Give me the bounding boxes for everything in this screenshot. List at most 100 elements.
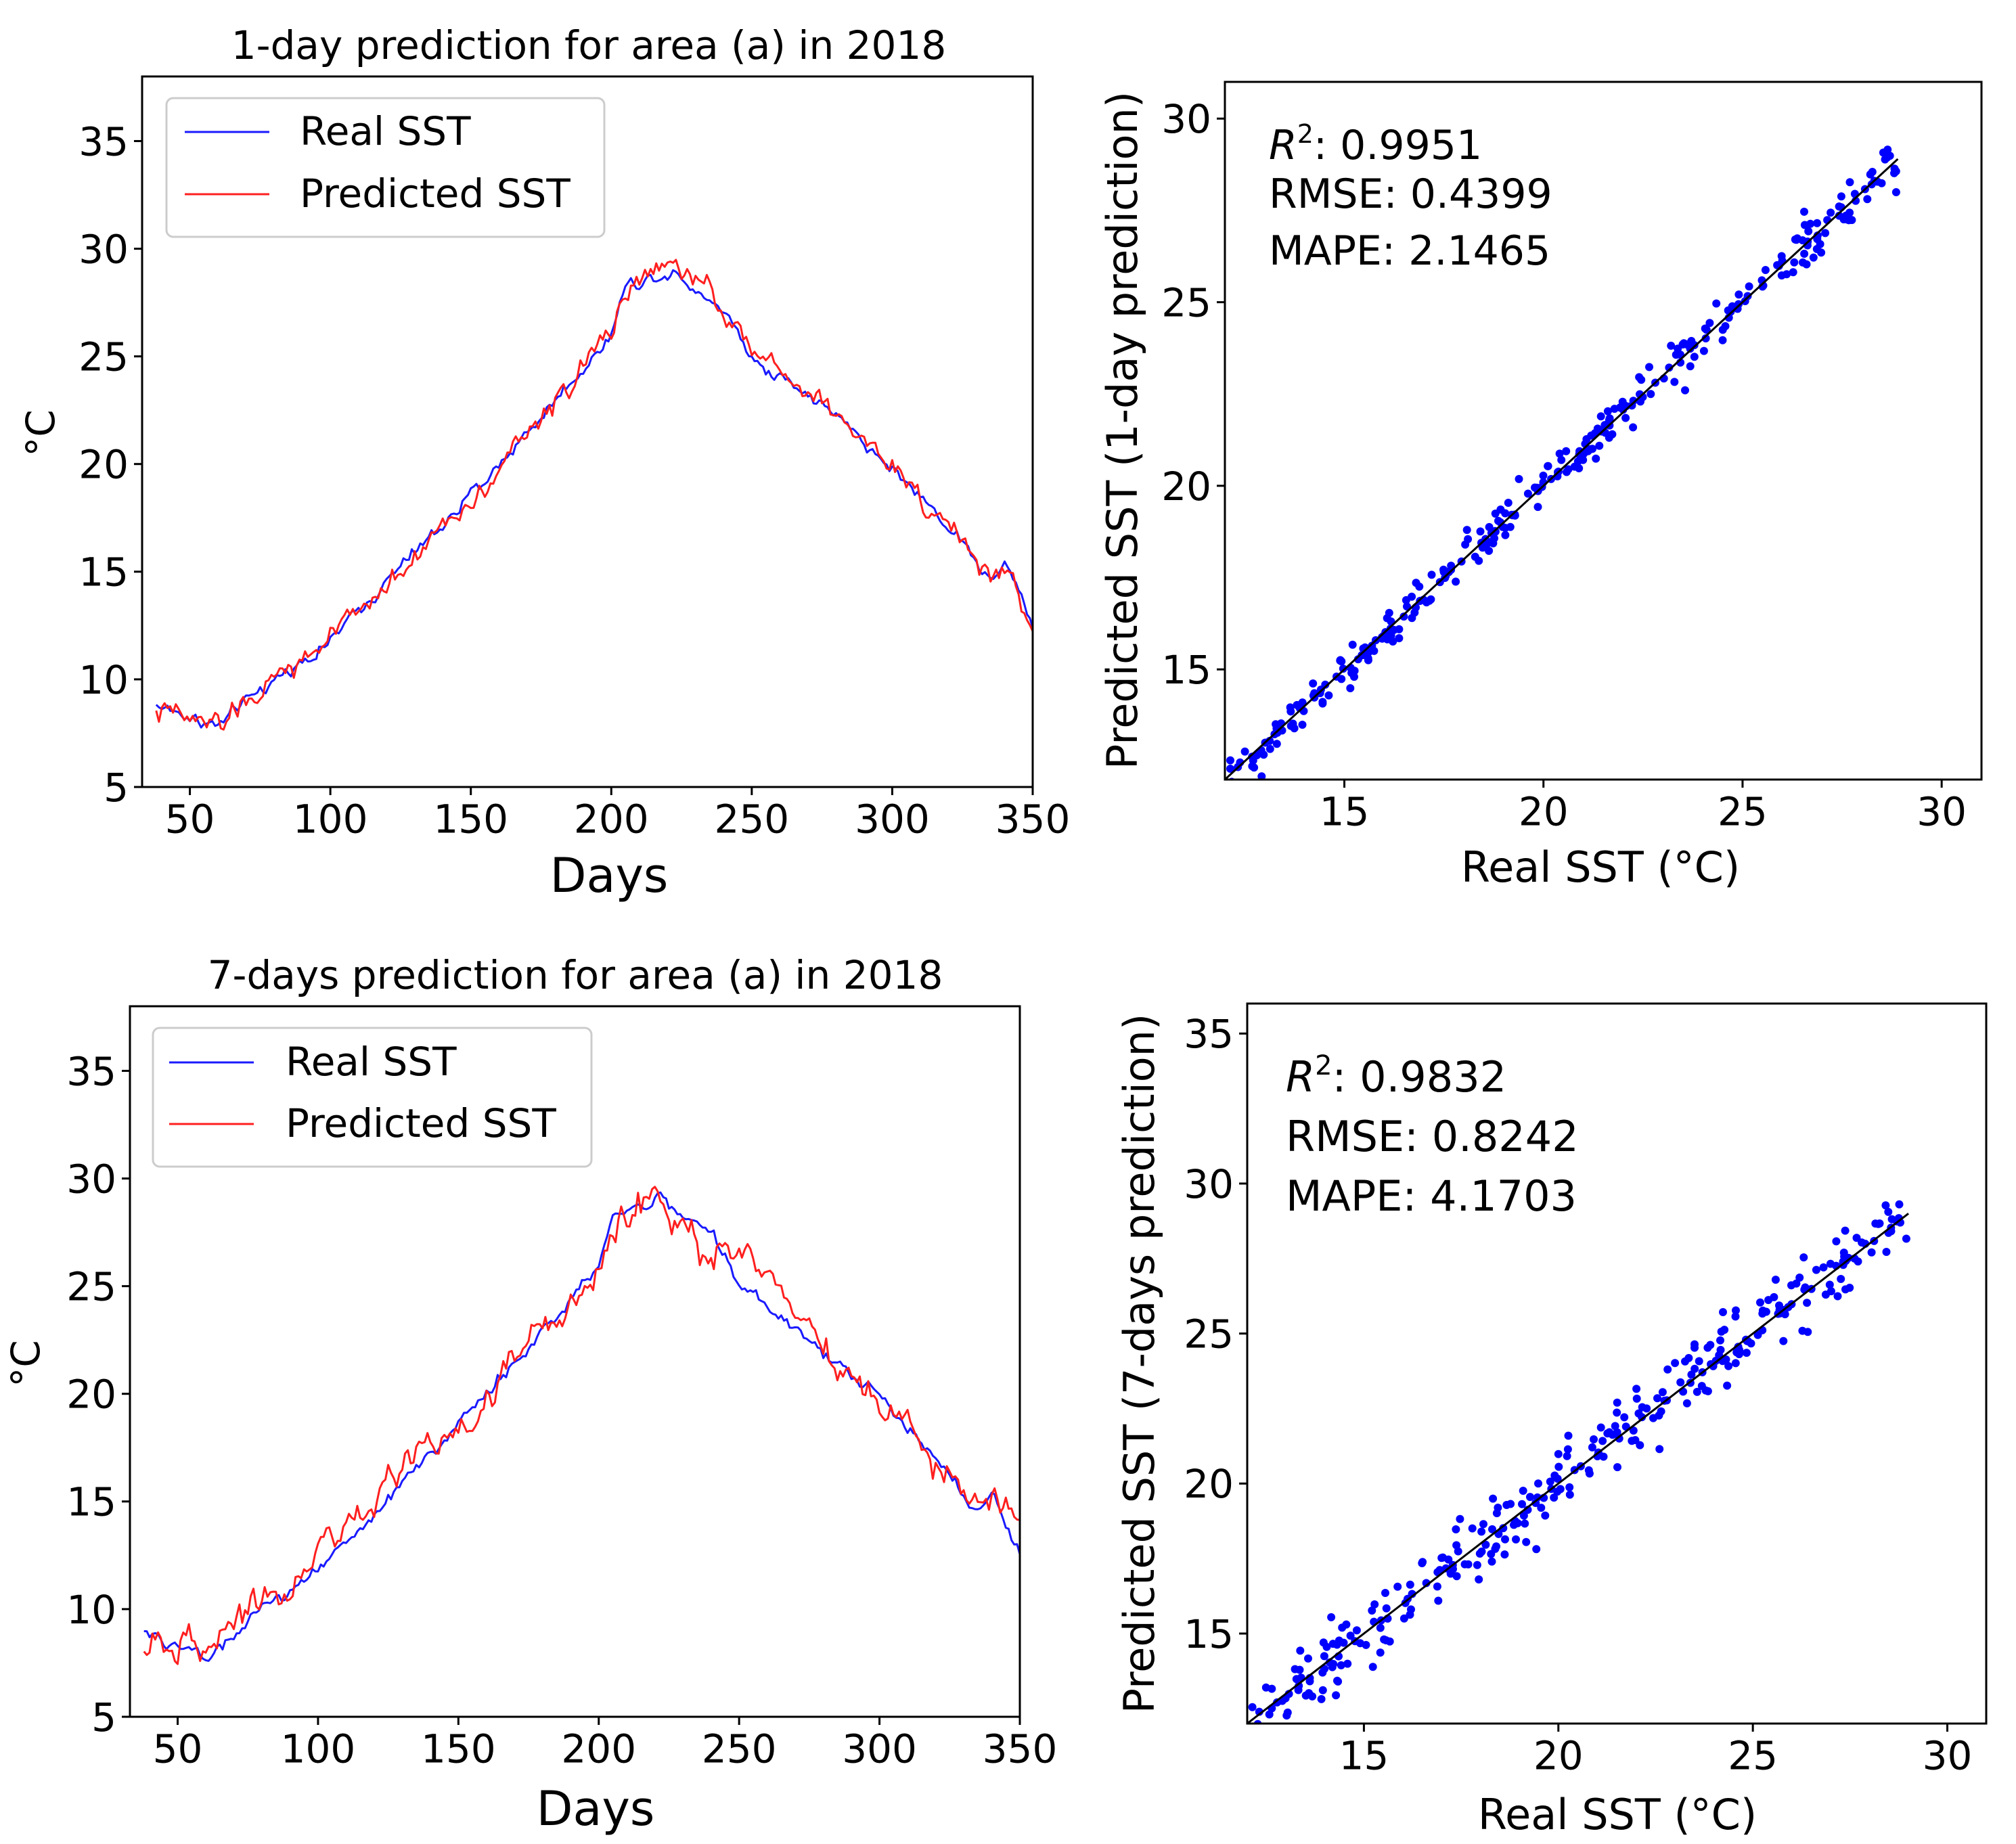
- scatter-point: [1550, 1471, 1559, 1480]
- scatter-point: [1346, 1632, 1355, 1640]
- y-tick-label: 5: [91, 1694, 116, 1740]
- y-tick-label: 25: [1161, 279, 1211, 325]
- scatter-point: [1309, 679, 1318, 688]
- x-tick-label: 250: [702, 1726, 777, 1772]
- y-tick-label: 20: [66, 1372, 116, 1418]
- scatter-point: [1697, 1382, 1706, 1391]
- scatter-point: [1674, 344, 1682, 353]
- scatter-point: [1283, 1730, 1291, 1738]
- scatter-point: [1620, 1413, 1629, 1422]
- y-tick-label: 25: [79, 334, 129, 380]
- scatter-point: [1308, 1692, 1317, 1701]
- scatter-point: [1658, 1388, 1667, 1397]
- scatter-point: [1837, 1275, 1845, 1283]
- scatter-point: [1399, 1614, 1408, 1623]
- scatter-point: [1613, 1398, 1621, 1407]
- scatter-point: [1728, 302, 1737, 311]
- real-sst-line: [143, 1191, 1020, 1662]
- scatter-point: [1512, 1535, 1520, 1544]
- scatter-point: [1236, 782, 1244, 790]
- scatter-point: [1339, 665, 1347, 673]
- scatter-point: [1554, 1462, 1563, 1471]
- scatter-point: [1611, 1422, 1619, 1431]
- scatter-point: [1598, 1437, 1607, 1445]
- scatter-point: [1506, 522, 1515, 531]
- scatter-point: [1682, 1399, 1691, 1408]
- scatter-point: [1322, 1642, 1331, 1651]
- scatter-point: [1671, 1359, 1680, 1368]
- scatter-point: [1338, 1623, 1347, 1632]
- scatter-point: [1418, 1558, 1427, 1567]
- scatter-point: [1415, 582, 1424, 591]
- y-tick-label: 35: [79, 118, 129, 164]
- scatter-point: [1645, 363, 1653, 372]
- scatter-point: [1441, 1564, 1450, 1573]
- scatter-point: [1464, 535, 1473, 543]
- scatter-point: [1295, 1665, 1304, 1674]
- scatter-point: [1346, 684, 1355, 692]
- scatter-point: [1487, 1557, 1496, 1566]
- scatter-point: [1452, 577, 1460, 586]
- scatter-point: [1789, 268, 1797, 277]
- scatter-point: [1863, 195, 1872, 204]
- y-tick-label: 30: [1161, 96, 1211, 142]
- scatter-point: [1563, 1452, 1571, 1460]
- scatter-point: [1798, 1326, 1807, 1335]
- x-tick-label: 350: [983, 1726, 1058, 1772]
- scatter-point: [1534, 1479, 1542, 1488]
- scatter-point: [1399, 612, 1408, 621]
- x-tick-label: 300: [855, 796, 930, 842]
- scatter-point: [1544, 462, 1552, 470]
- scatter-point: [1693, 1387, 1701, 1396]
- scatter-point: [1632, 1394, 1641, 1403]
- scatter-point: [1699, 346, 1708, 355]
- scatter-point: [1555, 449, 1564, 458]
- scatter-point: [1701, 324, 1709, 333]
- scatter-point: [1845, 178, 1854, 187]
- x-tick-label: 300: [842, 1726, 917, 1772]
- scatter-point: [1608, 430, 1617, 438]
- scatter-point: [1500, 1550, 1509, 1559]
- scatter-point: [1519, 1487, 1527, 1495]
- scatter-point: [1249, 1725, 1257, 1733]
- y-tick-label: 15: [79, 549, 129, 595]
- scatter-point: [1537, 1504, 1546, 1512]
- scatter-point: [1376, 1623, 1385, 1632]
- predicted-sst-line: [155, 258, 1033, 731]
- scatter-point: [1790, 258, 1799, 267]
- scatter-point: [1891, 188, 1900, 196]
- scatter-point: [1565, 1483, 1574, 1491]
- scatter-point: [1565, 1490, 1574, 1499]
- scatter-point: [1332, 1691, 1341, 1700]
- scatter-point: [1636, 1441, 1644, 1449]
- scatter-point: [1539, 471, 1548, 480]
- scatter-point: [1337, 657, 1346, 666]
- scatter-point: [1681, 1357, 1689, 1366]
- scatter-point: [1492, 1542, 1500, 1551]
- scatter-point: [1667, 341, 1676, 350]
- metrics-annotation: R2: 0.9951 RMSE: 0.4399 MAPE: 2.1465: [1269, 119, 1552, 275]
- scatter-point: [1476, 527, 1485, 536]
- scatter-point: [1393, 1582, 1402, 1591]
- scatter-point: [1454, 1547, 1462, 1556]
- x-tick-label: 25: [1718, 789, 1768, 835]
- scatter-point: [1522, 1537, 1531, 1546]
- x-tick-label: 250: [714, 796, 789, 842]
- scatter-point: [1672, 351, 1680, 359]
- scatter-point: [1877, 179, 1886, 187]
- scatter-point: [1825, 1280, 1834, 1289]
- plot-frame: [1224, 81, 1983, 781]
- mape-annotation: MAPE: 4.1703: [1286, 1171, 1577, 1221]
- fit-line: [1247, 1213, 1909, 1724]
- scatter-point: [1813, 235, 1822, 244]
- scatter-point: [1579, 455, 1588, 464]
- scatter-point: [1791, 235, 1799, 244]
- scatter-point: [1382, 1604, 1391, 1613]
- scatter-point: [1533, 503, 1542, 512]
- scatter-point: [1629, 423, 1638, 432]
- scatter-point: [1588, 1443, 1596, 1452]
- rmse-annotation: RMSE: 0.8242: [1286, 1112, 1579, 1161]
- scatter-point: [1563, 1445, 1572, 1454]
- scatter-point: [1712, 299, 1721, 308]
- scatter-point: [1478, 543, 1487, 552]
